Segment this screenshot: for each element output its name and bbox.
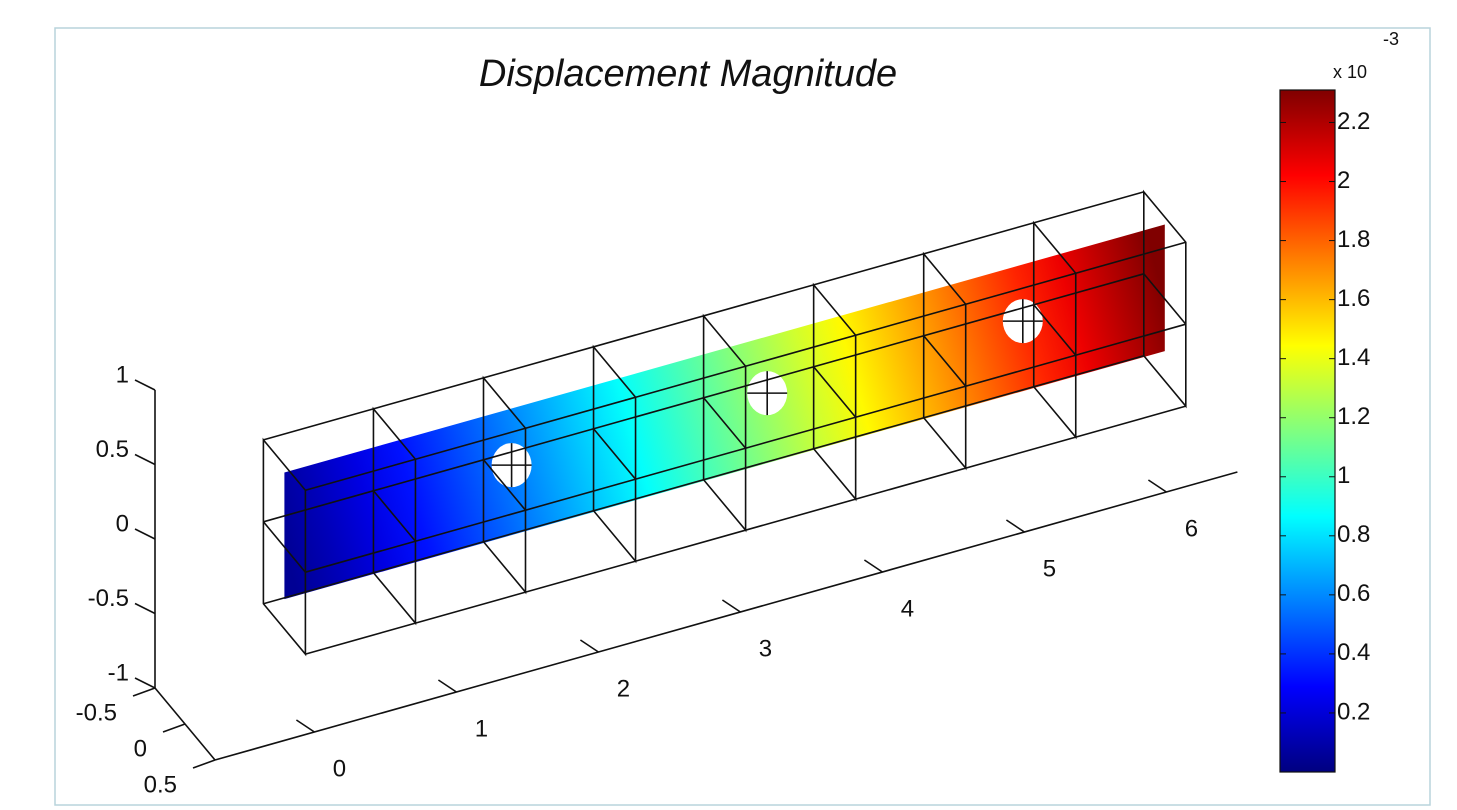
z-tick-label: 0 [116, 510, 129, 537]
x-tick-label: 4 [901, 595, 914, 622]
z-tick-label: -0.5 [88, 585, 129, 612]
z-tick-label: 0.5 [96, 436, 129, 463]
colorbar-tick-label: 0.2 [1337, 698, 1370, 725]
x-tick-label: 3 [759, 635, 772, 662]
colorbar-tick-label: 0.6 [1337, 580, 1370, 607]
x-tick-label: 1 [475, 715, 488, 742]
colorbar-tick-label: 2 [1337, 167, 1350, 194]
colorbar-tick-label: 1.8 [1337, 226, 1370, 253]
colorbar-tick-label: 1 [1337, 462, 1350, 489]
colorbar-tick-label: 1.4 [1337, 344, 1370, 371]
x-tick-label: 0 [333, 755, 346, 782]
y-tick-label: 0 [134, 735, 147, 762]
colorbar-tick-label: 1.2 [1337, 403, 1370, 430]
colorbar-tick-label: 0.8 [1337, 521, 1370, 548]
x-tick-label: 6 [1185, 515, 1198, 542]
colorbar-exponent: -3 [1383, 29, 1399, 49]
colorbar-multiplier: x 10 [1333, 62, 1367, 82]
colorbar-tick-label: 0.4 [1337, 639, 1370, 666]
z-tick-label: 1 [116, 361, 129, 388]
chart-title: Displacement Magnitude [479, 53, 897, 95]
y-tick-label: 0.5 [144, 771, 177, 798]
x-tick-label: 2 [617, 675, 630, 702]
colorbar-tick-label: 1.6 [1337, 285, 1370, 312]
y-tick-label: -0.5 [76, 699, 117, 726]
z-tick-label: -1 [108, 659, 129, 686]
figure: Displacement Magnitude 0 1 2 3 4 5 6 -0.5 0 0.5 -1… [0, 0, 1457, 810]
x-tick-label: 5 [1043, 555, 1056, 582]
colorbar-tick-label: 2.2 [1337, 108, 1370, 135]
colorbar [1280, 90, 1335, 772]
